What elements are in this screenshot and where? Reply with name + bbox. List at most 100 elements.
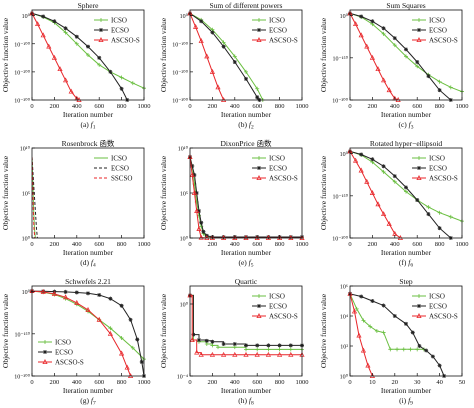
series-line-ascso-s (32, 13, 80, 100)
data-point-ecso (404, 47, 408, 52)
legend-marker (416, 37, 422, 42)
x-tick-label: 800 (117, 103, 127, 110)
data-point-icso (392, 43, 397, 48)
x-tick-label: 200 (208, 379, 218, 386)
y-tick-label: 10⁻³⁰⁰ (172, 98, 188, 105)
y-axis-label: Objective function value (159, 17, 168, 92)
data-point-ecso (359, 294, 364, 299)
x-tick-label: 1000 (138, 241, 151, 248)
legend: ICSO ECSO ASCSO-S (38, 339, 84, 367)
data-point-ascso-s (364, 178, 370, 184)
data-point-icso (448, 214, 453, 219)
data-point-icso (392, 179, 397, 184)
legend-label: ECSO (269, 165, 287, 173)
series-line-ascso-s (350, 293, 373, 376)
x-tick-label: 0 (30, 103, 33, 110)
data-point-ascso-s (375, 66, 381, 72)
data-point-ascso-s (68, 88, 74, 94)
data-point-ascso-s (369, 54, 375, 60)
data-point-ascso-s (40, 288, 46, 294)
y-axis-label: Objective function value (319, 293, 328, 368)
series-line-ecso (32, 156, 38, 238)
data-point-icso (255, 347, 260, 352)
data-point-ascso-s (189, 337, 195, 342)
chart-title: Rosenbrock 函数 (62, 138, 115, 148)
data-point-icso (119, 75, 124, 80)
data-point-icso (216, 345, 220, 350)
legend-label: ICSO (269, 155, 285, 163)
legend-label: ECSO (269, 27, 287, 35)
data-point-ecso (232, 341, 237, 346)
data-point-ascso-s (191, 190, 198, 195)
y-tick-label: 10² (340, 345, 348, 351)
data-point-icso (415, 347, 420, 352)
data-point-ascso-s (193, 23, 199, 29)
x-tick-label: 600 (252, 379, 262, 386)
data-point-ecso (404, 185, 408, 190)
data-point-ecso (221, 234, 226, 239)
x-tick-label: 200 (50, 241, 60, 248)
x-tick-label: 200 (50, 379, 60, 386)
x-tick-label: 200 (208, 241, 218, 248)
legend-label: SSCSO (111, 175, 132, 183)
data-point-ecso (381, 164, 386, 169)
x-tick-label: 0 (348, 379, 351, 386)
data-point-ecso (135, 337, 140, 342)
data-point-ascso-s (365, 362, 371, 368)
data-point-ecso (108, 69, 113, 74)
data-point-ecso (255, 343, 260, 348)
legend-marker (256, 175, 262, 180)
data-point-icso (374, 329, 379, 333)
legend-marker (257, 166, 261, 170)
x-tick-label: 800 (435, 241, 445, 248)
x-tick-label: 800 (275, 103, 285, 110)
legend-label: ASCSO-S (429, 313, 458, 321)
plot-frame (189, 285, 303, 377)
data-point-icso (381, 31, 386, 36)
x-tick-label: 200 (50, 103, 60, 110)
data-point-icso (354, 306, 359, 311)
plot-frame (349, 285, 463, 377)
series-line-sscso (32, 156, 36, 238)
legend-marker (417, 294, 421, 298)
legend-marker (257, 18, 261, 22)
data-point-icso (232, 54, 237, 59)
data-point-icso (130, 345, 135, 350)
series-line-ascso-s (32, 290, 132, 376)
data-point-ecso (437, 363, 442, 368)
legend-marker (43, 350, 47, 354)
data-point-icso (277, 347, 282, 352)
data-point-ecso (108, 296, 113, 301)
data-point-ecso (63, 26, 68, 31)
x-tick-label: 600 (94, 103, 104, 110)
x-tick-label: 0 (188, 379, 191, 386)
data-point-ecso (359, 152, 364, 157)
x-tick-label: 1000 (456, 103, 469, 110)
x-tick-label: 200 (368, 103, 378, 110)
x-tick-label: 10 (369, 379, 376, 386)
panel-caption: (i) f9 (399, 396, 413, 407)
legend-label: ECSO (111, 165, 129, 173)
y-tick-label: 10⁻³⁰⁰ (14, 98, 30, 105)
data-point-ascso-s (124, 364, 130, 370)
x-tick-label: 400 (390, 241, 400, 248)
data-point-ecso (277, 343, 282, 348)
x-tick-label: 600 (412, 103, 422, 110)
data-point-ecso (426, 74, 431, 79)
legend-label: ASCSO-S (111, 37, 140, 45)
x-axis-label: Iteration number (381, 248, 432, 257)
chart-title: Sphere (78, 1, 99, 10)
data-point-ecso (266, 343, 271, 348)
data-point-ascso-s (194, 208, 200, 213)
data-point-ascso-s (96, 316, 102, 322)
data-point-ecso (221, 44, 226, 49)
series-line-ecso (32, 290, 144, 376)
legend-marker (416, 175, 422, 180)
y-tick-label: 10⁻¹⁵⁰ (333, 55, 349, 62)
y-tick-label: 10⁰ (180, 236, 189, 243)
y-tick-label: 10⁵ (22, 192, 30, 198)
data-point-ascso-s (35, 21, 41, 27)
y-tick-label: 10⁻¹⁵⁰ (15, 331, 31, 338)
data-point-ecso (201, 229, 206, 234)
